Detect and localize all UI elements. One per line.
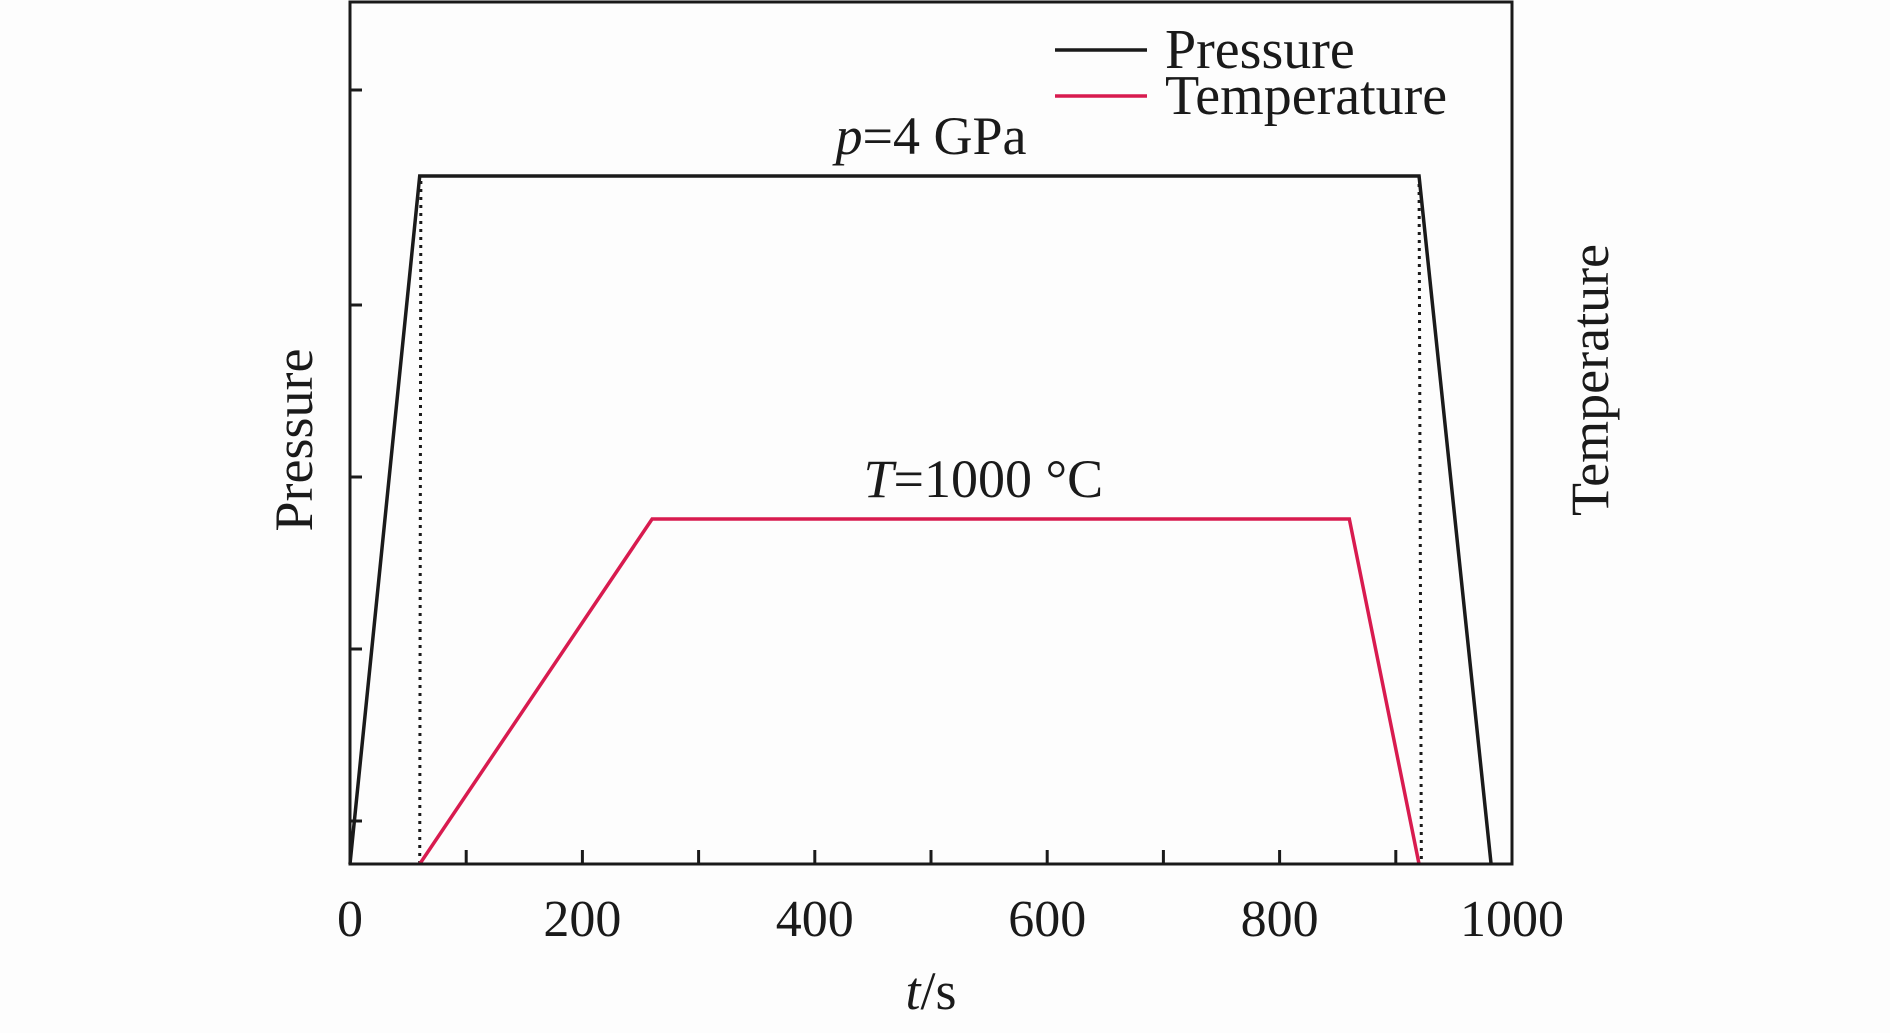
x-tick-label: 800 (1241, 891, 1319, 948)
reference-line (1417, 175, 1423, 865)
reference-line (418, 175, 423, 865)
temperature-line (418, 517, 1421, 865)
annotation-temperature: T=1000 °C (863, 449, 1103, 509)
x-tick-label: 600 (1008, 891, 1086, 948)
x-tick-label: 1000 (1460, 891, 1564, 948)
x-tick-label: 400 (776, 891, 854, 948)
x-axis-label: t/s (905, 961, 956, 1021)
legend-label-temperature: Temperature (1165, 65, 1447, 127)
x-tick-label: 200 (543, 891, 621, 948)
x-tick-label: 0 (337, 891, 363, 948)
plot-frame (348, 0, 1514, 866)
legend-label-pressure: Pressure (1165, 19, 1355, 81)
pressure-line (348, 174, 1493, 865)
annotation-pressure: p=4 GPa (832, 106, 1027, 166)
y-axis-label-right: Temperature (1560, 244, 1620, 516)
y-axis-label-left: Pressure (264, 349, 324, 532)
